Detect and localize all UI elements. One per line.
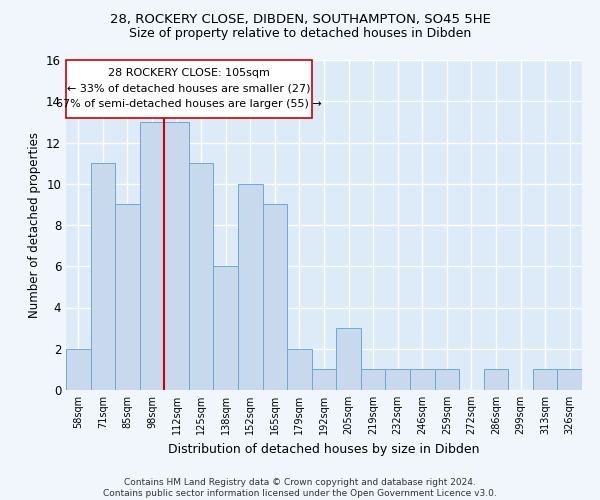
Text: 67% of semi-detached houses are larger (55) →: 67% of semi-detached houses are larger (… (56, 99, 322, 109)
X-axis label: Distribution of detached houses by size in Dibden: Distribution of detached houses by size … (168, 442, 480, 456)
FancyBboxPatch shape (66, 60, 312, 118)
Bar (533, 370, 557, 390)
Text: 28, ROCKERY CLOSE, DIBDEN, SOUTHAMPTON, SO45 5HE: 28, ROCKERY CLOSE, DIBDEN, SOUTHAMPTON, … (110, 12, 490, 26)
Bar (312, 370, 336, 390)
Text: Contains HM Land Registry data © Crown copyright and database right 2024.
Contai: Contains HM Land Registry data © Crown c… (103, 478, 497, 498)
Bar (263, 204, 287, 390)
Bar (164, 122, 189, 390)
Bar (410, 370, 434, 390)
Text: 28 ROCKERY CLOSE: 105sqm: 28 ROCKERY CLOSE: 105sqm (108, 68, 270, 78)
Bar (557, 370, 582, 390)
Bar (336, 328, 361, 390)
Bar (484, 370, 508, 390)
Bar (214, 266, 238, 390)
Bar (238, 184, 263, 390)
Text: Size of property relative to detached houses in Dibden: Size of property relative to detached ho… (129, 28, 471, 40)
Text: ← 33% of detached houses are smaller (27): ← 33% of detached houses are smaller (27… (67, 84, 311, 94)
Bar (434, 370, 459, 390)
Bar (287, 349, 312, 390)
Bar (140, 122, 164, 390)
Bar (115, 204, 140, 390)
Bar (361, 370, 385, 390)
Bar (385, 370, 410, 390)
Bar (91, 163, 115, 390)
Y-axis label: Number of detached properties: Number of detached properties (28, 132, 41, 318)
Bar (189, 163, 214, 390)
Bar (66, 349, 91, 390)
